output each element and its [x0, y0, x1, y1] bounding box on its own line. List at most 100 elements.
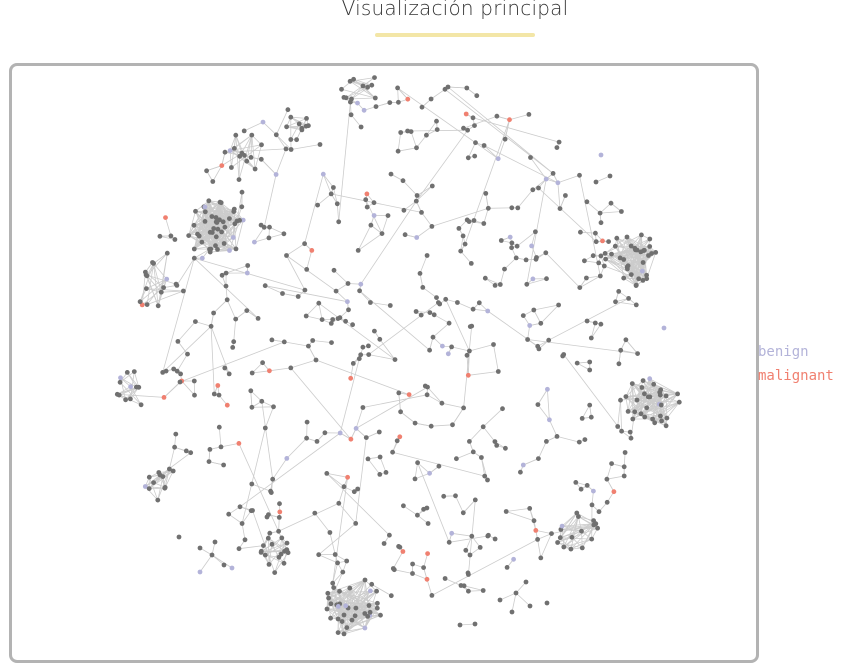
graph-node: [616, 289, 622, 294]
graph-node: [350, 322, 355, 328]
graph-node: [460, 233, 466, 239]
graph-edge: [398, 392, 401, 412]
graph-node: [555, 540, 560, 545]
graph-edge: [482, 408, 503, 428]
graph-edge: [145, 274, 177, 285]
graph-node: [515, 205, 521, 211]
graph-node: [304, 419, 310, 425]
graph-node: [461, 583, 467, 589]
graph-node: [351, 489, 357, 495]
graph-node: [579, 545, 585, 551]
graph-node-malignant: [424, 576, 430, 582]
graph-node: [302, 287, 308, 293]
graph-edge: [153, 252, 168, 264]
graph-edge: [208, 461, 224, 466]
graph-edge: [318, 303, 323, 320]
graph-node: [222, 149, 228, 155]
graph-node: [191, 255, 197, 261]
graph-node-benign: [545, 386, 550, 392]
graph-node-benign: [355, 100, 360, 106]
graph-node-benign: [520, 462, 526, 468]
graph-node-benign: [164, 276, 170, 282]
graph-edge: [630, 234, 642, 247]
graph-edge: [397, 87, 399, 103]
graph-edge: [632, 383, 645, 395]
graph-edge: [364, 607, 378, 629]
graph-node: [353, 605, 359, 611]
graph-node-benign: [555, 180, 561, 186]
graph-node: [284, 540, 290, 546]
graph-node: [258, 548, 264, 554]
graph-edge: [414, 472, 430, 480]
graph-node: [328, 321, 334, 326]
graph-edge: [654, 401, 680, 424]
graph-node: [509, 240, 515, 246]
graph-node: [371, 200, 377, 206]
graph-edge: [350, 80, 372, 86]
graph-node: [500, 406, 505, 412]
graph-edge: [223, 223, 236, 244]
graph-node: [563, 193, 568, 198]
graph-node: [212, 539, 218, 545]
graph-edge: [499, 592, 517, 601]
graph-node: [401, 207, 407, 213]
graph-node: [136, 384, 142, 390]
graph-edge: [511, 592, 517, 613]
graph-node: [597, 210, 603, 216]
graph-node: [368, 222, 374, 228]
graph-edge: [469, 426, 484, 442]
graph-node: [239, 521, 245, 526]
graph-edge: [631, 383, 634, 420]
graph-node: [582, 258, 587, 264]
graph-node: [262, 425, 268, 431]
graph-edge: [176, 257, 195, 286]
graph-node: [188, 450, 194, 456]
graph-node: [624, 234, 630, 240]
graph-node: [183, 448, 189, 454]
graph-node: [527, 506, 533, 511]
graph-edge: [561, 512, 578, 527]
graph-edge: [162, 258, 195, 373]
graph-edge: [540, 533, 552, 559]
graph-edge: [590, 322, 596, 339]
graph-node: [479, 455, 484, 460]
graph-edge: [571, 516, 579, 538]
graph-node: [557, 206, 563, 212]
graph-edges: [117, 77, 680, 635]
graph-edge: [177, 341, 188, 355]
graph-node: [288, 114, 294, 120]
graph-node: [470, 449, 476, 455]
graph-node: [151, 480, 157, 485]
graph-node: [536, 456, 541, 461]
graph-node: [124, 370, 130, 375]
graph-node: [387, 303, 393, 308]
graph-node-malignant: [224, 402, 230, 408]
graph-edge: [532, 178, 547, 191]
graph-edge: [426, 120, 437, 136]
graph-edge: [403, 505, 418, 516]
graph-node: [436, 300, 441, 305]
graph-node-benign: [345, 299, 350, 305]
graph-node: [523, 579, 529, 585]
graph-node: [482, 473, 488, 479]
graph-node: [481, 221, 487, 226]
graph-node: [160, 474, 166, 479]
graph-node: [413, 198, 419, 204]
graph-node: [313, 357, 319, 363]
graph-edge: [199, 554, 213, 573]
graph-node: [395, 85, 400, 91]
graph-node: [186, 233, 192, 239]
graph-node: [174, 368, 180, 374]
graph-node: [281, 560, 287, 566]
graph-edge: [339, 358, 360, 434]
graph-edge: [229, 150, 232, 168]
graph-node: [369, 581, 375, 587]
graph-node: [546, 337, 552, 343]
graph-node: [486, 532, 491, 538]
graph-node: [215, 247, 220, 252]
graph-node: [314, 439, 320, 444]
graph-edge: [434, 314, 450, 324]
graph-edge: [615, 301, 637, 306]
graph-node: [647, 236, 653, 242]
